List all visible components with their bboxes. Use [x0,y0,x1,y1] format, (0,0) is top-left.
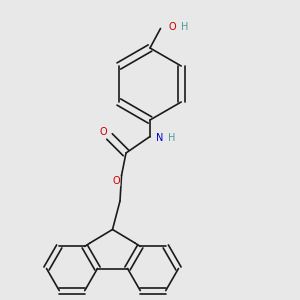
Text: N: N [156,133,163,143]
Text: O: O [112,176,120,186]
Text: H: H [181,22,188,32]
Text: O: O [168,22,176,32]
Text: H: H [168,133,175,143]
Text: O: O [100,127,107,137]
